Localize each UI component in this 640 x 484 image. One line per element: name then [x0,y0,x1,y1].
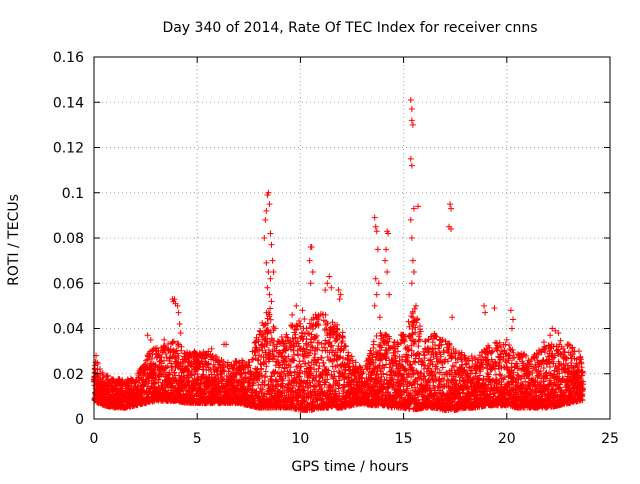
data-point [330,363,336,369]
data-point [299,330,305,336]
data-point [412,360,418,366]
data-point [305,330,311,336]
data-point [469,353,475,359]
data-point [349,353,355,359]
data-point [268,317,274,323]
data-point [450,363,456,369]
data-point [301,316,307,322]
data-point [485,370,491,376]
data-point [435,346,441,352]
data-point [257,329,263,335]
data-point [371,339,377,345]
data-point [303,326,309,332]
data-point [368,348,374,354]
data-point [316,340,322,346]
data-points [91,97,586,413]
